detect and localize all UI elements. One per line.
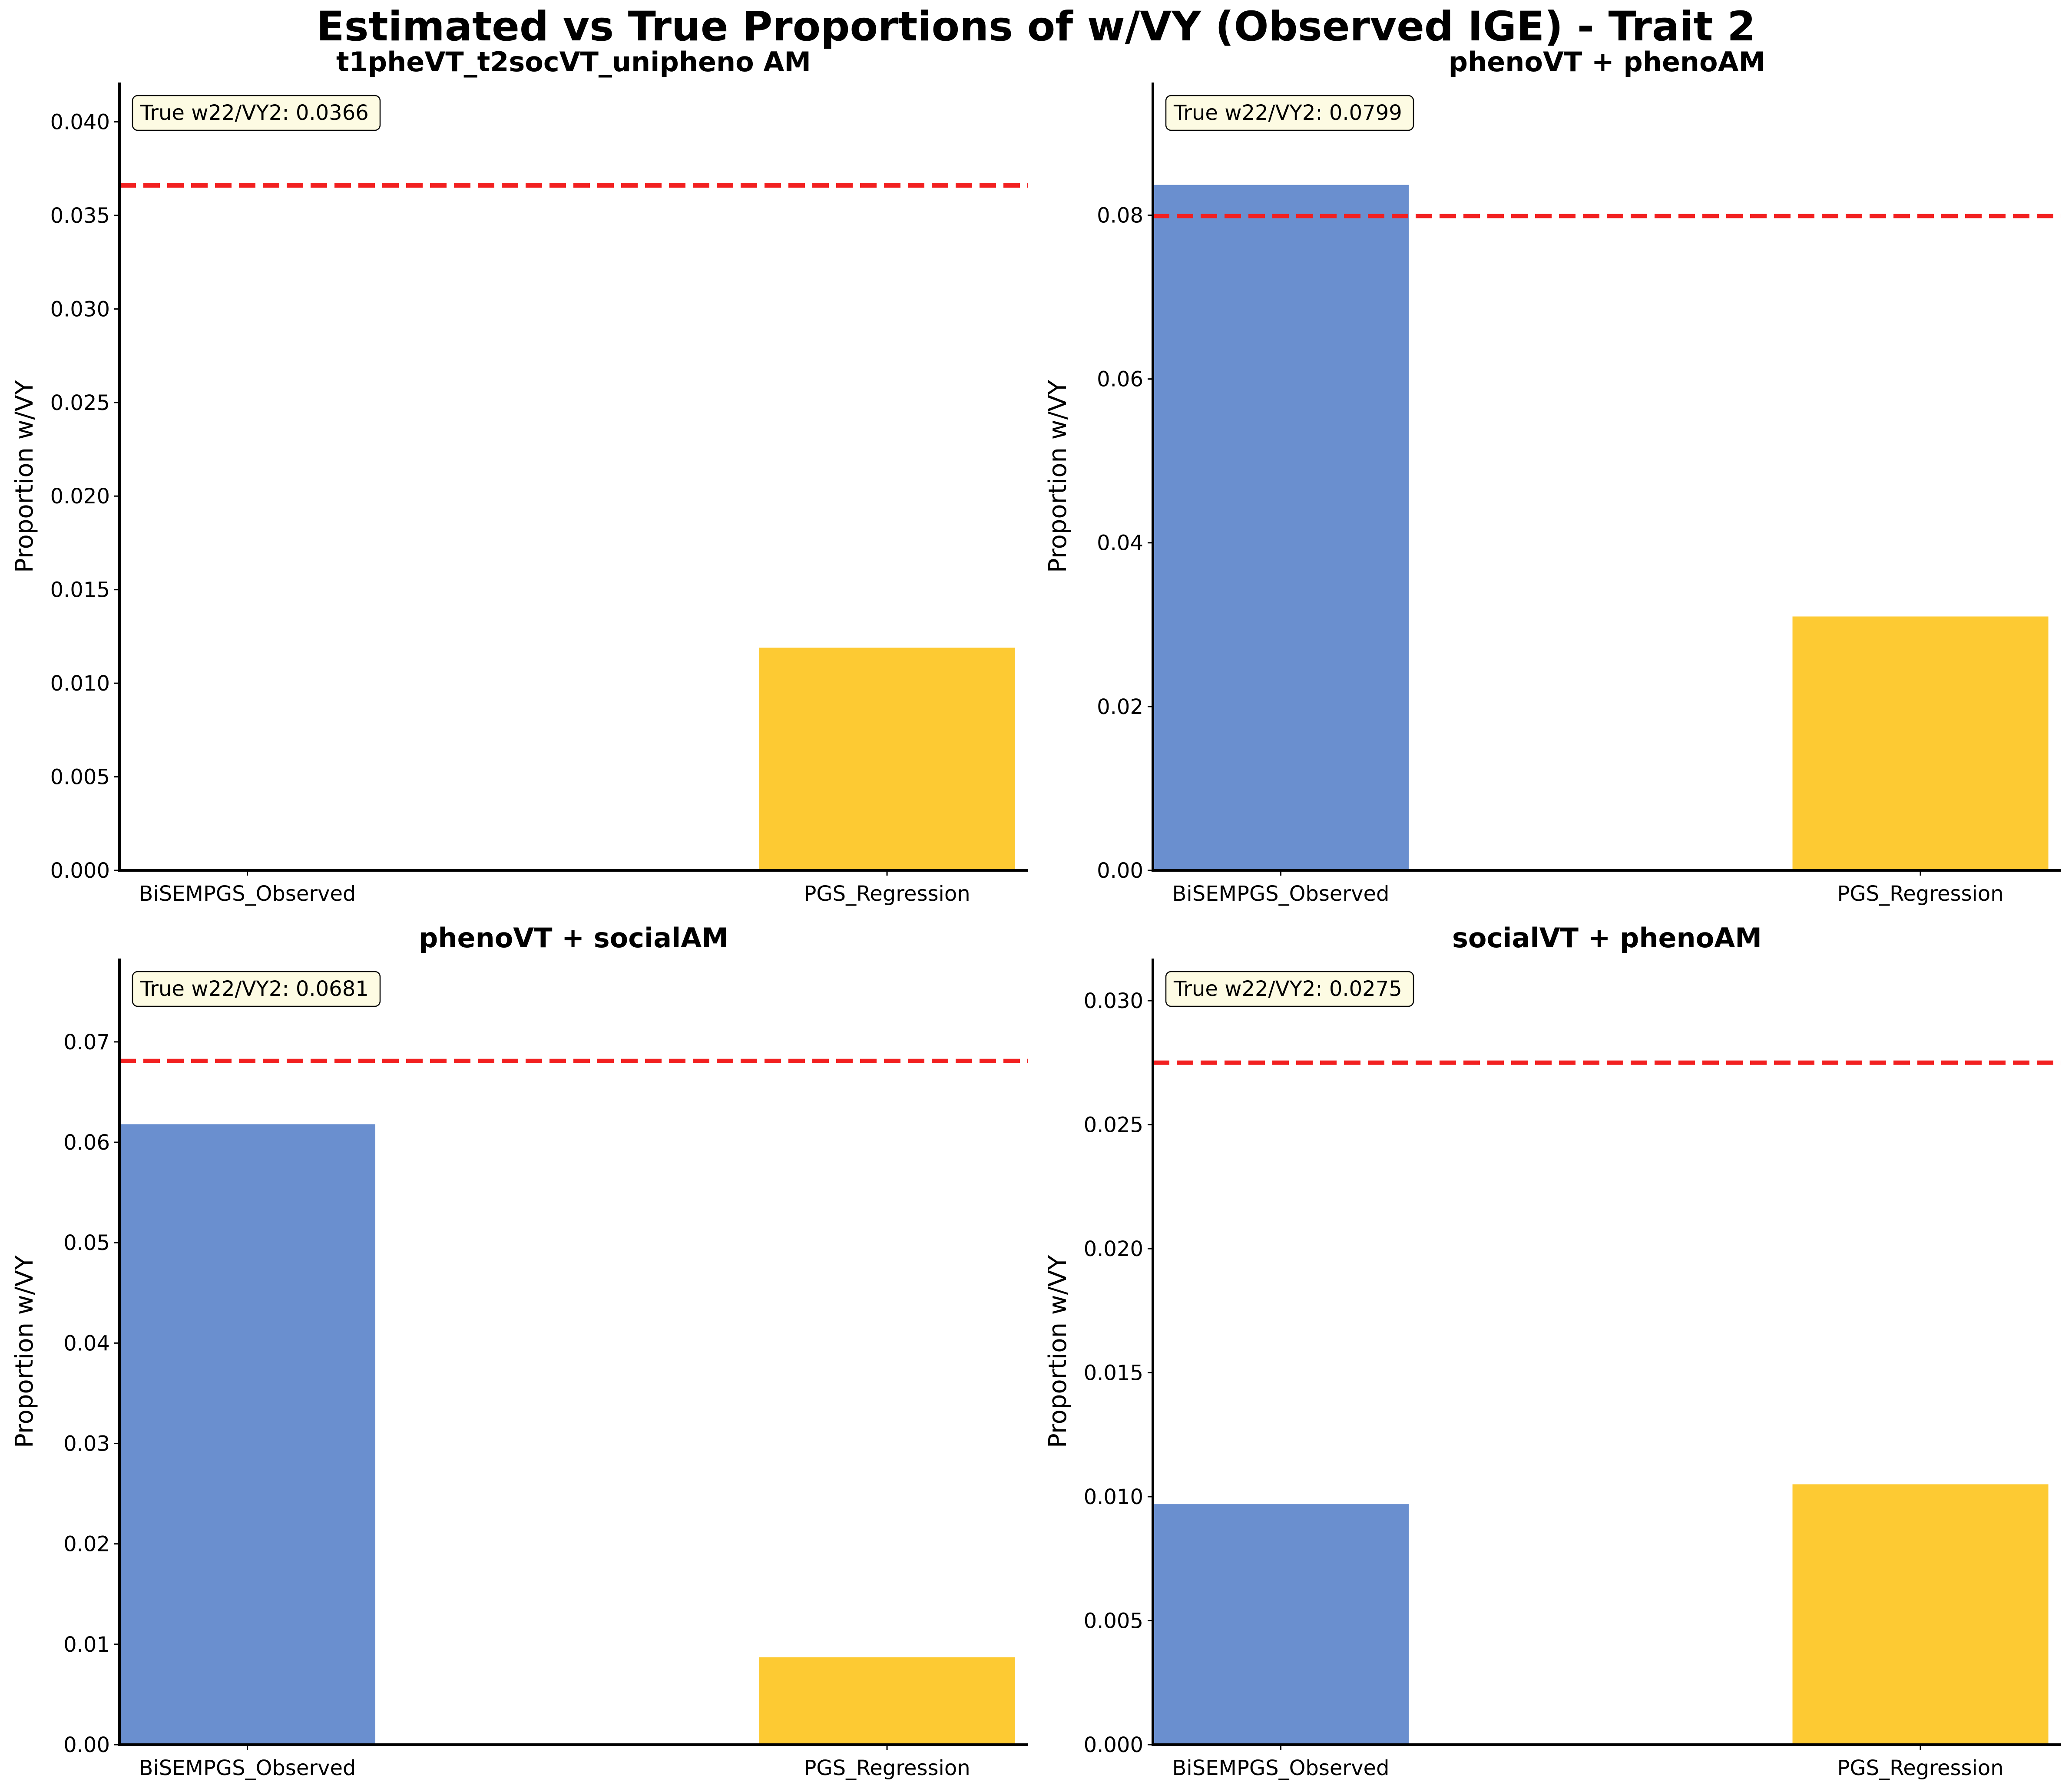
- x-tick-label-3-1: PGS_Regression: [1837, 1756, 2003, 1780]
- annotation-text-1: True w22/VY2: 0.0799: [1173, 101, 1402, 125]
- y-tick-label-0-6: 0.030: [50, 297, 110, 321]
- bar-3-1: [1792, 1484, 2049, 1745]
- subplot-title-0: t1pheVT_t2socVT_unipheno AM: [336, 46, 811, 78]
- y-tick-label-3-3: 0.015: [1084, 1361, 1143, 1385]
- y-tick-label-1-3: 0.06: [1097, 367, 1143, 392]
- y-tick-label-0-1: 0.005: [50, 765, 110, 790]
- annotation-text-0: True w22/VY2: 0.0366: [140, 101, 369, 125]
- y-axis-label-1: Proportion w/VY: [1044, 380, 1072, 573]
- x-tick-label-2-1: PGS_Regression: [804, 1756, 970, 1780]
- y-tick-label-0-2: 0.010: [50, 671, 110, 696]
- y-tick-label-0-3: 0.015: [50, 578, 110, 602]
- y-tick-label-3-5: 0.025: [1084, 1113, 1143, 1137]
- bar-1-1: [1792, 616, 2049, 870]
- y-tick-label-2-0: 0.00: [63, 1733, 110, 1757]
- y-tick-label-2-2: 0.02: [63, 1532, 110, 1557]
- y-tick-label-1-4: 0.08: [1097, 203, 1143, 228]
- y-axis-label-0: Proportion w/VY: [10, 380, 39, 573]
- y-tick-label-1-0: 0.00: [1097, 859, 1143, 883]
- bar-0-1: [759, 648, 1015, 870]
- annotation-box-3: [1165, 971, 1414, 1007]
- annotation-box-0: [132, 95, 381, 131]
- x-tick-label-3-0: BiSEMPGS_Observed: [1172, 1756, 1389, 1780]
- y-tick-label-0-4: 0.020: [50, 484, 110, 509]
- y-tick-label-2-7: 0.07: [63, 1030, 110, 1055]
- x-tick-label-1-1: PGS_Regression: [1837, 882, 2003, 906]
- bar-1-0: [1153, 185, 1409, 871]
- x-tick-label-1-0: BiSEMPGS_Observed: [1172, 882, 1389, 906]
- annotation-text-3: True w22/VY2: 0.0275: [1173, 977, 1402, 1001]
- y-tick-label-3-4: 0.020: [1084, 1237, 1143, 1261]
- y-axis-label-2: Proportion w/VY: [10, 1255, 39, 1448]
- bar-2-0: [119, 1124, 376, 1745]
- y-tick-label-0-0: 0.000: [50, 859, 110, 883]
- annotation-box-2: [132, 971, 381, 1007]
- y-tick-label-1-1: 0.02: [1097, 695, 1143, 719]
- subplot-title-3: socialVT + phenoAM: [1452, 922, 1762, 954]
- annotation-box-1: [1165, 95, 1414, 131]
- y-tick-label-3-2: 0.010: [1084, 1485, 1143, 1509]
- subplot-title-1: phenoVT + phenoAM: [1449, 46, 1766, 78]
- y-tick-label-3-0: 0.000: [1084, 1733, 1143, 1757]
- y-tick-label-2-4: 0.04: [63, 1331, 110, 1356]
- y-tick-label-3-6: 0.030: [1084, 989, 1143, 1013]
- y-tick-label-0-5: 0.025: [50, 391, 110, 415]
- y-tick-label-2-3: 0.03: [63, 1432, 110, 1456]
- y-axis-label-3: Proportion w/VY: [1044, 1255, 1072, 1448]
- y-tick-label-1-2: 0.04: [1097, 531, 1143, 555]
- y-tick-label-0-7: 0.035: [50, 204, 110, 228]
- x-tick-label-2-0: BiSEMPGS_Observed: [139, 1756, 356, 1780]
- y-tick-label-2-1: 0.01: [63, 1633, 110, 1657]
- x-tick-label-0-0: BiSEMPGS_Observed: [139, 882, 356, 906]
- bar-3-0: [1153, 1504, 1409, 1745]
- subplot-title-2: phenoVT + socialAM: [419, 922, 728, 954]
- y-tick-label-3-1: 0.005: [1084, 1609, 1143, 1633]
- y-tick-label-2-5: 0.05: [63, 1231, 110, 1255]
- annotation-text-2: True w22/VY2: 0.0681: [140, 977, 369, 1001]
- figure-title: Estimated vs True Proportions of w/VY (O…: [316, 3, 1756, 50]
- x-tick-label-0-1: PGS_Regression: [804, 882, 970, 906]
- y-tick-label-2-6: 0.06: [63, 1131, 110, 1155]
- y-tick-label-0-8: 0.040: [50, 110, 110, 134]
- bar-2-1: [759, 1657, 1015, 1745]
